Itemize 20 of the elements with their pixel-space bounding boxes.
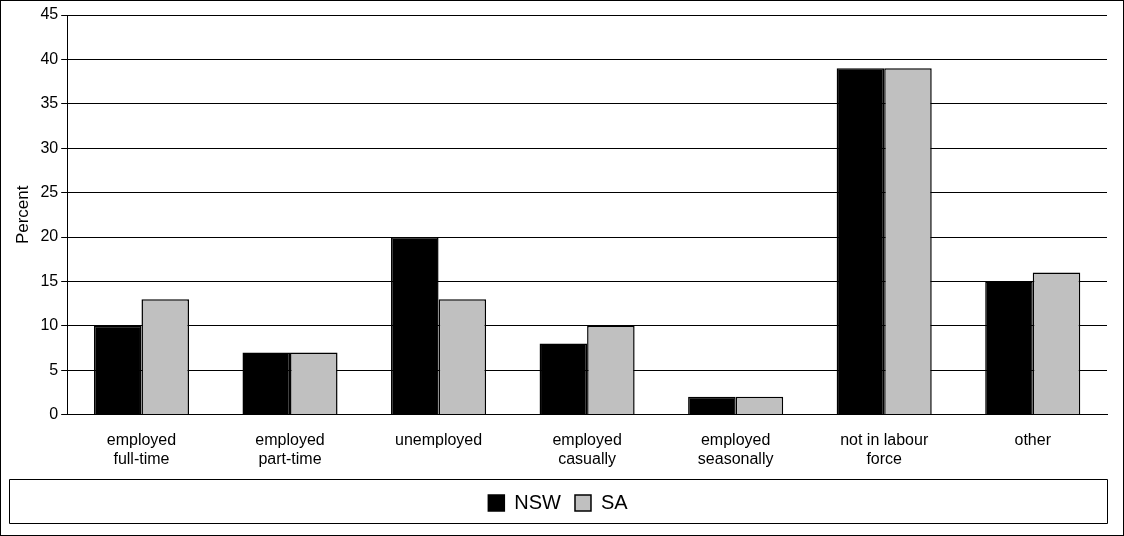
x-tick-label: employed part-time <box>255 430 325 467</box>
legend-label: NSW <box>514 490 562 513</box>
y-tick-label: 35 <box>40 94 59 112</box>
y-tick-label: 25 <box>40 183 59 201</box>
y-axis-title: Percent <box>12 185 32 245</box>
y-tick-label: 30 <box>40 138 59 156</box>
x-tick-label: employed casually <box>552 430 622 467</box>
x-tick-label: employed seasonally <box>697 430 774 467</box>
x-tick-label: employed full-time <box>106 430 177 467</box>
x-tick-label: other <box>1014 430 1052 448</box>
y-tick-label: 10 <box>40 316 59 334</box>
legend-label: SA <box>600 490 629 513</box>
y-tick-label: 20 <box>40 227 59 245</box>
y-tick-label: 45 <box>40 5 59 23</box>
y-tick-label: 40 <box>40 49 59 67</box>
x-tick-label: unemployed <box>394 430 483 448</box>
y-tick-label: 5 <box>49 360 59 378</box>
y-tick-label: 0 <box>49 405 59 423</box>
y-tick-label: 15 <box>40 271 59 289</box>
x-tick-label: not in labour force <box>840 430 929 467</box>
